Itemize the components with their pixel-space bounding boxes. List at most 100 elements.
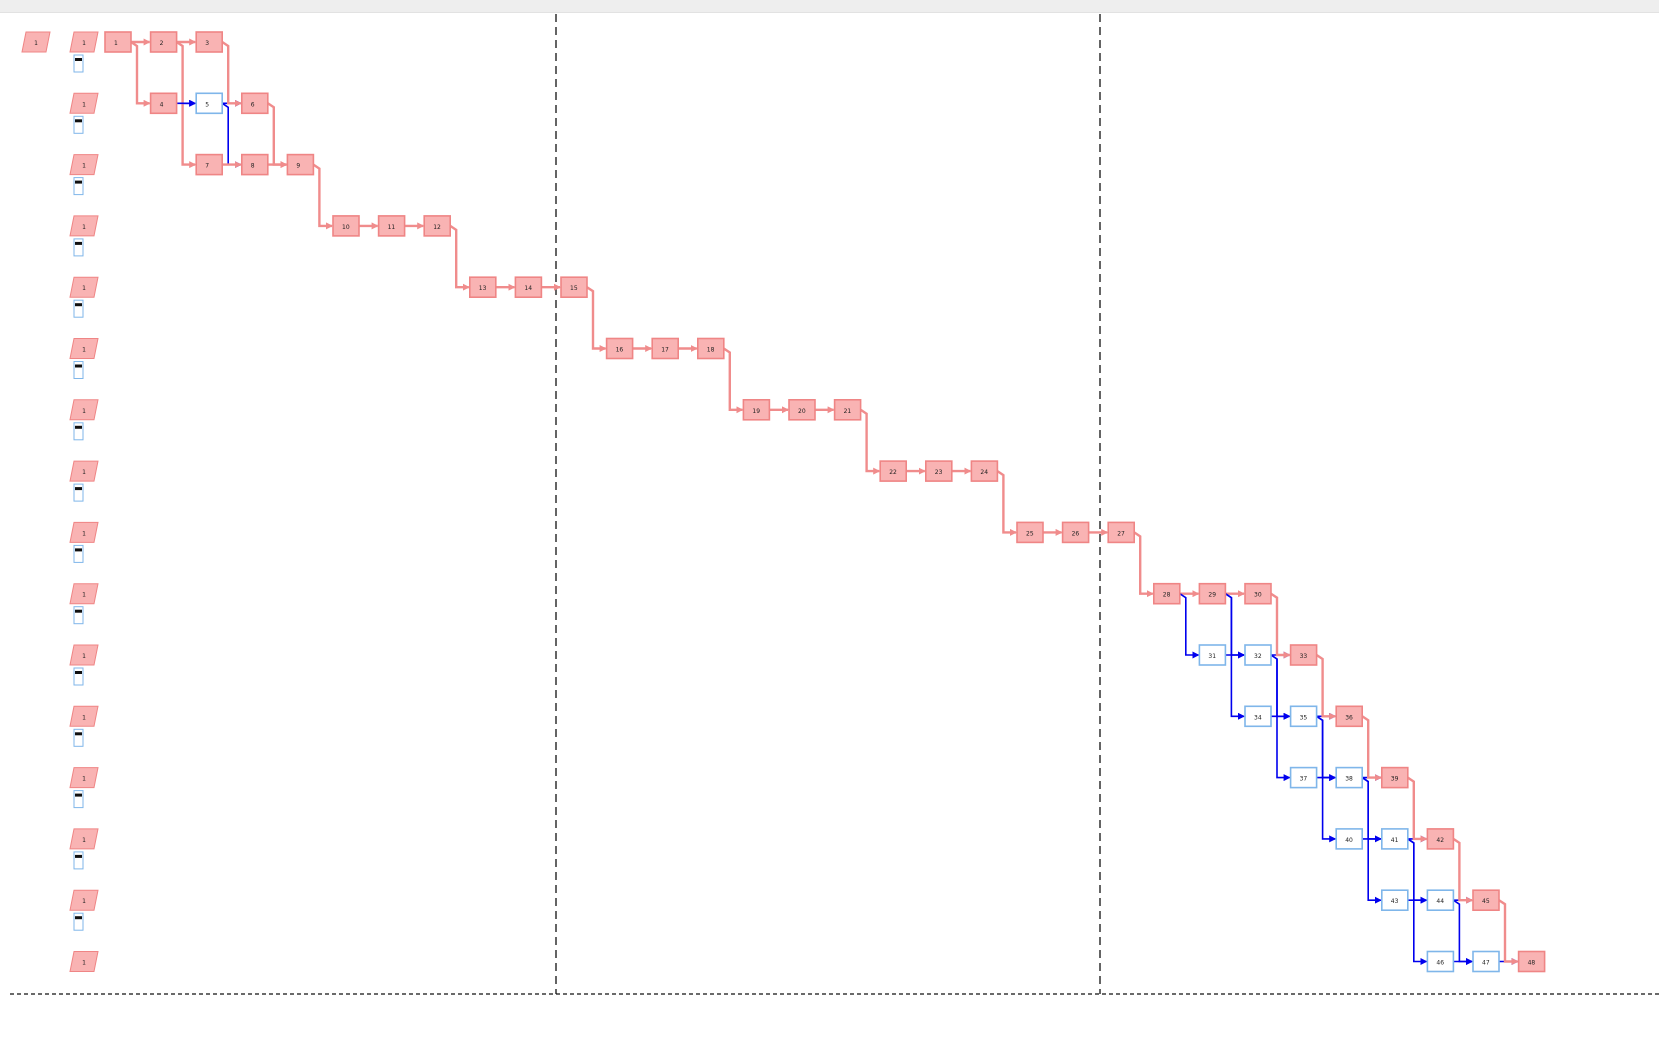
task-node-box[interactable]: [241, 92, 269, 115]
task-node[interactable]: 32: [1244, 644, 1272, 666]
critical-task-node[interactable]: 1: [104, 31, 132, 53]
task-node-box[interactable]: [1335, 828, 1363, 850]
task-node-box[interactable]: [1107, 521, 1135, 544]
task-node-box[interactable]: [970, 460, 999, 482]
vertical-scrollbar[interactable]: [1648, 14, 1659, 1044]
critical-task-node[interactable]: 8: [241, 153, 269, 176]
task-node-box[interactable]: [1244, 644, 1272, 666]
task-node[interactable]: 31: [1198, 644, 1227, 666]
critical-task-node[interactable]: 33: [1289, 644, 1318, 666]
task-node[interactable]: 34: [1244, 705, 1272, 728]
task-node-box[interactable]: [332, 215, 360, 237]
task-node-box[interactable]: [1289, 766, 1318, 789]
lane-marker[interactable]: [69, 338, 99, 359]
lane-marker[interactable]: [69, 399, 99, 421]
lane-marker[interactable]: [69, 828, 99, 850]
critical-task-node[interactable]: 45: [1472, 889, 1500, 912]
task-node-box[interactable]: [1517, 950, 1546, 973]
lane-marker[interactable]: [69, 460, 99, 482]
critical-task-node[interactable]: 11: [377, 215, 406, 237]
task-node-box[interactable]: [1381, 828, 1409, 850]
critical-task-node[interactable]: 10: [332, 215, 360, 237]
critical-task-node[interactable]: 17: [651, 337, 680, 360]
task-node-box[interactable]: [1472, 889, 1500, 912]
critical-task-node[interactable]: 13: [468, 276, 497, 299]
task-node-box[interactable]: [651, 337, 680, 360]
task-node-box[interactable]: [788, 398, 816, 421]
task-node-box[interactable]: [514, 276, 543, 299]
task-node-box[interactable]: [1198, 582, 1227, 605]
lane-marker[interactable]: [69, 154, 99, 176]
lane-marker[interactable]: [69, 583, 99, 605]
critical-task-node[interactable]: 22: [879, 460, 908, 482]
critical-task-node[interactable]: 15: [560, 276, 588, 299]
critical-task-node[interactable]: 7: [195, 153, 223, 176]
task-node[interactable]: 46: [1426, 950, 1455, 973]
lane-marker[interactable]: [69, 767, 99, 789]
critical-task-node[interactable]: 14: [514, 276, 543, 299]
task-node-box[interactable]: [195, 31, 223, 53]
lane-marker[interactable]: [69, 889, 99, 911]
task-node[interactable]: 35: [1289, 705, 1318, 728]
critical-task-node[interactable]: 12: [423, 215, 452, 237]
task-node-box[interactable]: [377, 215, 406, 237]
critical-task-node[interactable]: 42: [1426, 828, 1455, 850]
critical-task-node[interactable]: 25: [1016, 521, 1044, 544]
task-node-box[interactable]: [195, 92, 223, 115]
critical-task-node[interactable]: 18: [696, 337, 725, 360]
critical-task-node[interactable]: 24: [970, 460, 999, 482]
task-node[interactable]: 41: [1381, 828, 1409, 850]
critical-task-node[interactable]: 19: [742, 398, 771, 421]
task-node-box[interactable]: [1289, 644, 1318, 666]
task-node-box[interactable]: [742, 398, 771, 421]
task-node[interactable]: 37: [1289, 766, 1318, 789]
critical-task-node[interactable]: 2: [149, 31, 178, 53]
task-node-box[interactable]: [1426, 950, 1455, 973]
task-node-box[interactable]: [1016, 521, 1044, 544]
task-node[interactable]: 47: [1472, 950, 1500, 973]
task-node-box[interactable]: [1472, 950, 1500, 973]
task-node-box[interactable]: [149, 92, 178, 115]
task-node-box[interactable]: [423, 215, 452, 237]
task-node[interactable]: 43: [1381, 889, 1409, 912]
critical-task-node[interactable]: 16: [605, 337, 634, 360]
critical-task-node[interactable]: 29: [1198, 582, 1227, 605]
task-node-box[interactable]: [605, 337, 634, 360]
critical-task-node[interactable]: 39: [1381, 766, 1409, 789]
task-node-box[interactable]: [468, 276, 497, 299]
task-node-box[interactable]: [195, 153, 223, 176]
task-node-box[interactable]: [1061, 521, 1090, 544]
critical-task-node[interactable]: 30: [1244, 582, 1272, 605]
task-node-box[interactable]: [286, 153, 315, 176]
task-node-box[interactable]: [104, 31, 132, 53]
task-node-box[interactable]: [1289, 705, 1318, 728]
task-node-box[interactable]: [1426, 889, 1455, 912]
task-node[interactable]: 40: [1335, 828, 1363, 850]
lane-marker[interactable]: [69, 215, 99, 237]
lane-marker[interactable]: [69, 951, 99, 972]
critical-task-node[interactable]: 48: [1517, 950, 1546, 973]
lane-marker[interactable]: [69, 521, 99, 543]
task-node-box[interactable]: [1426, 828, 1455, 850]
task-node-box[interactable]: [1381, 766, 1409, 789]
lane-marker[interactable]: [69, 644, 99, 666]
task-node-box[interactable]: [1335, 705, 1363, 728]
task-node-box[interactable]: [149, 31, 178, 53]
task-node-box[interactable]: [833, 398, 862, 421]
task-node-box[interactable]: [1198, 644, 1227, 666]
lane-marker[interactable]: [69, 31, 99, 53]
critical-task-node[interactable]: 27: [1107, 521, 1135, 544]
task-node-box[interactable]: [560, 276, 588, 299]
task-node-box[interactable]: [1244, 705, 1272, 728]
critical-task-node[interactable]: 23: [924, 460, 953, 482]
critical-task-node[interactable]: 26: [1061, 521, 1090, 544]
critical-task-node[interactable]: 6: [241, 92, 269, 115]
task-node[interactable]: 5: [195, 92, 223, 115]
task-node[interactable]: 38: [1335, 766, 1363, 789]
task-node-box[interactable]: [241, 153, 269, 176]
task-node-box[interactable]: [1335, 766, 1363, 789]
task-node-box[interactable]: [879, 460, 908, 482]
task-node-box[interactable]: [1153, 582, 1181, 605]
task-node-box[interactable]: [696, 337, 725, 360]
task-node-box[interactable]: [924, 460, 953, 482]
